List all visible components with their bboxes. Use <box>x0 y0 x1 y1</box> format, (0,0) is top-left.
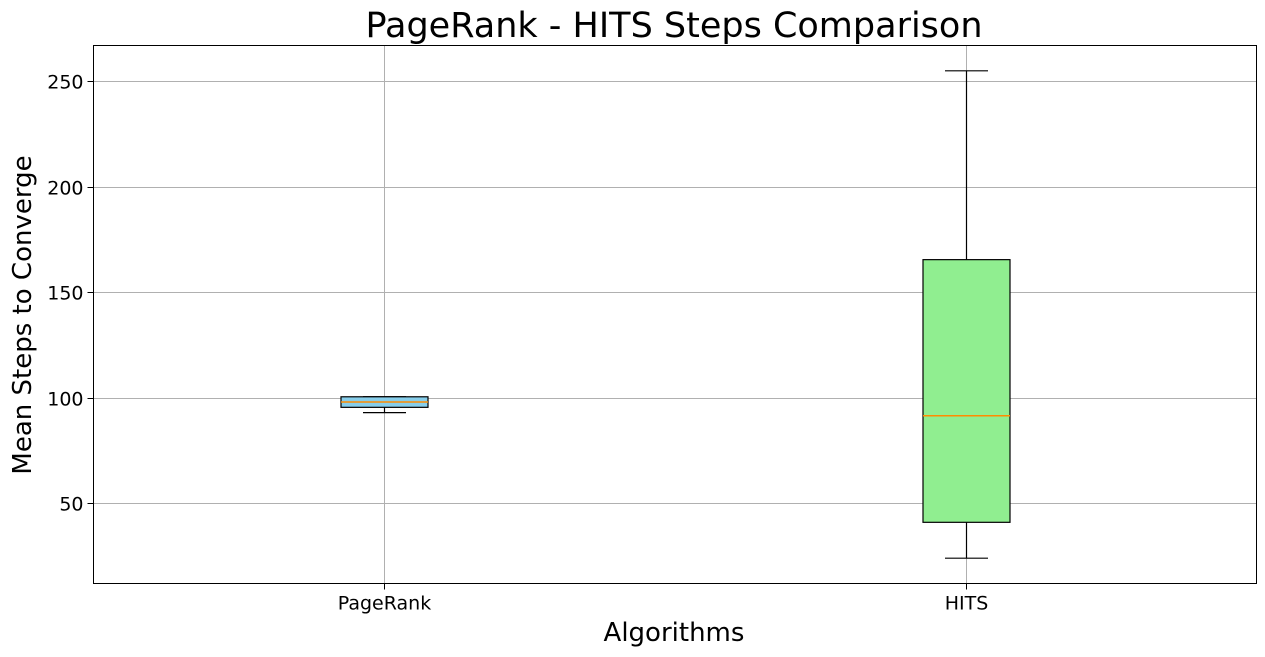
x-tick-label: HITS <box>945 593 989 615</box>
grid-layer <box>93 45 1257 584</box>
x-axis-label: Algorithms <box>604 618 745 648</box>
y-tick-label: 200 <box>47 178 83 200</box>
chart-title: PageRank - HITS Steps Comparison <box>365 6 982 46</box>
y-tick-label: 150 <box>47 283 83 305</box>
box-layer <box>340 70 1011 559</box>
box-hits <box>922 259 1011 523</box>
x-tick-label: PageRank <box>338 593 431 615</box>
plot-frame <box>93 45 1257 584</box>
tick-layer: 50 100 150 200 250 PageRank HITS <box>47 72 988 615</box>
y-tick-label: 50 <box>59 494 83 516</box>
y-tick-label: 100 <box>47 389 83 411</box>
y-axis-label: Mean Steps to Converge <box>8 155 38 474</box>
y-tick-label: 250 <box>47 72 83 94</box>
